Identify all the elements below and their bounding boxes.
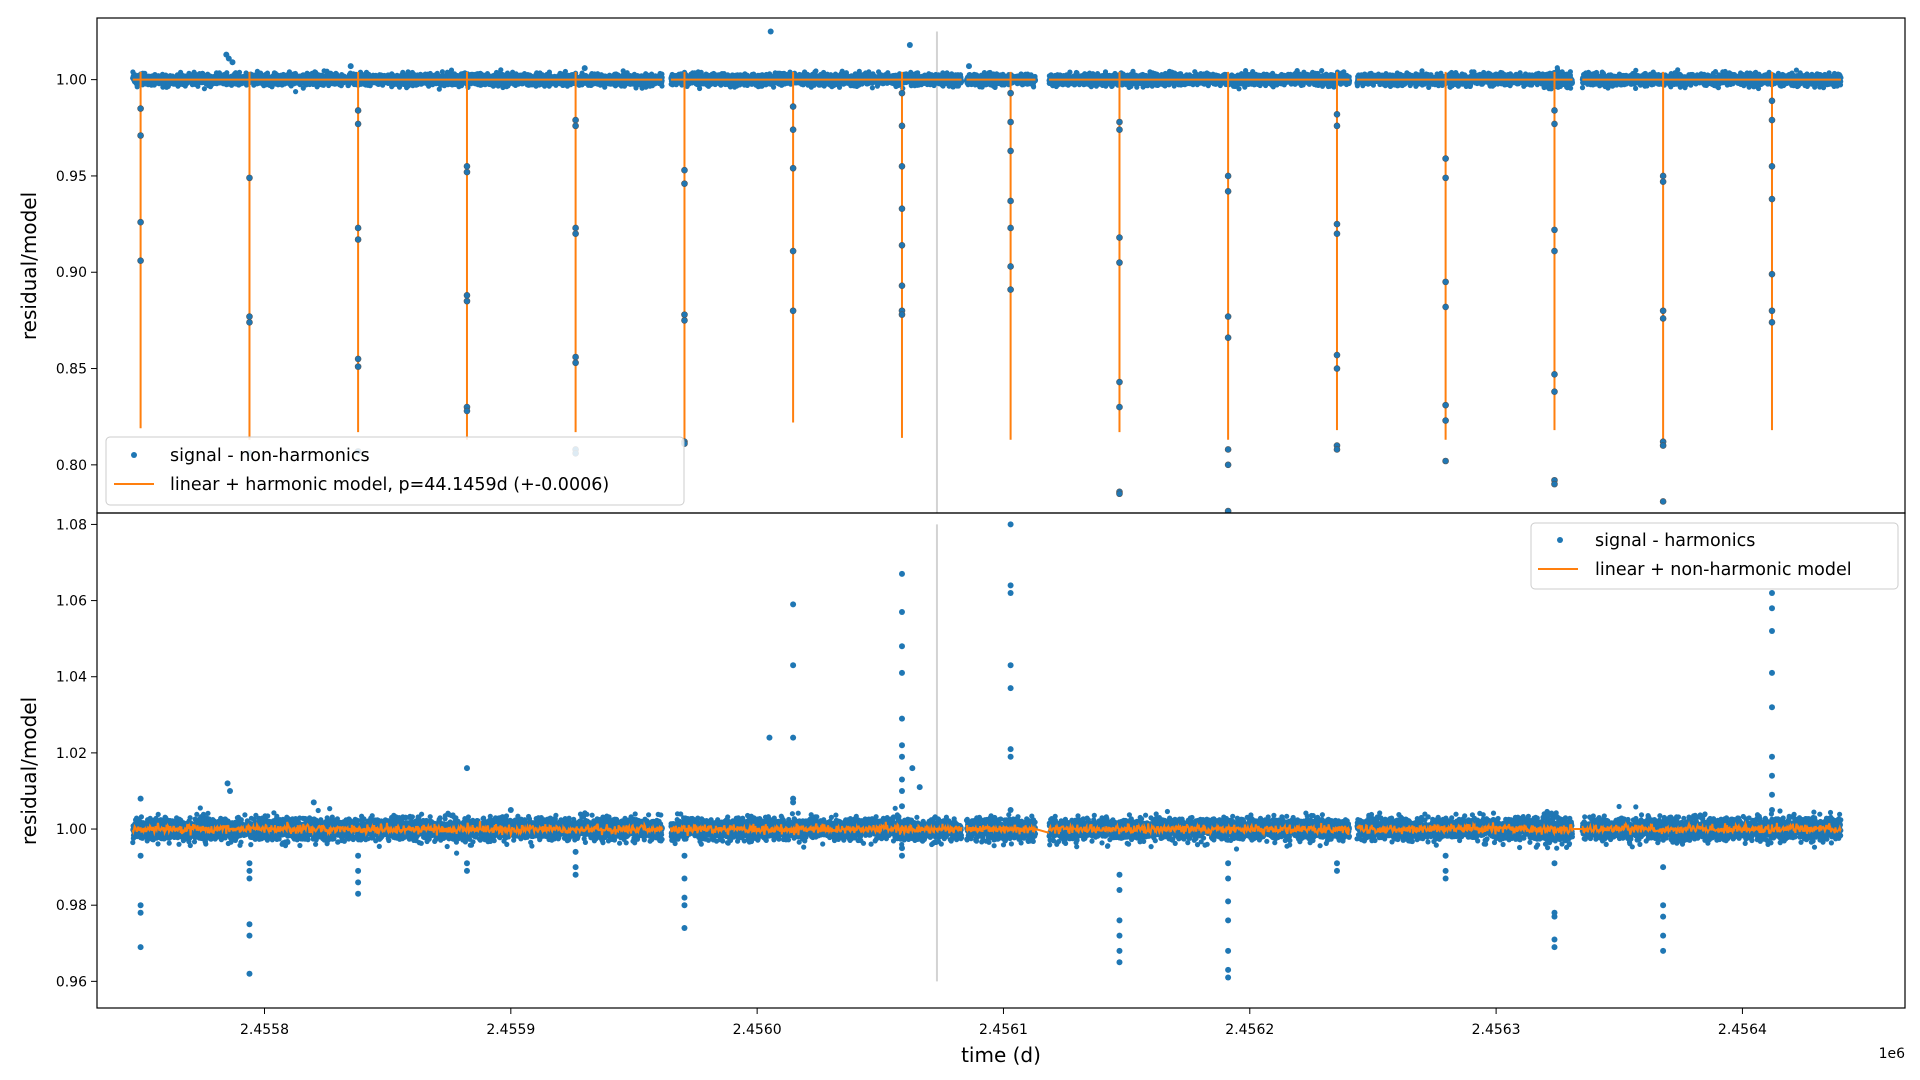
signal-point bbox=[697, 85, 703, 92]
signal-point bbox=[293, 89, 299, 95]
signal-point bbox=[201, 86, 207, 92]
signal-point bbox=[659, 83, 665, 89]
signal-point bbox=[813, 68, 819, 74]
signal-point bbox=[134, 84, 140, 90]
top-panel: 0.800.850.900.951.00 residual/model sign… bbox=[17, 17, 1906, 514]
signal-point bbox=[236, 69, 243, 75]
